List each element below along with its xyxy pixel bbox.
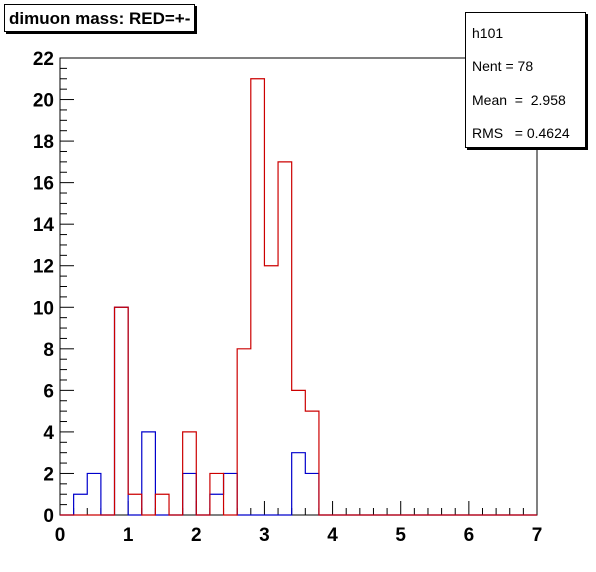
y-tick-label: 22 — [33, 49, 54, 70]
y-tick-label: 10 — [33, 298, 54, 319]
blue-histogram-series — [60, 306, 537, 516]
x-tick-label: 5 — [395, 525, 406, 546]
red-bin — [251, 79, 265, 515]
blue-bin — [74, 494, 88, 515]
stats-box: h101 Nent = 78 Mean = 2.958 RMS = 0.4624 — [465, 12, 586, 148]
red-bin — [264, 266, 278, 515]
x-tick-label: 6 — [464, 525, 475, 546]
y-tick-label: 4 — [43, 423, 54, 444]
x-tick-label: 2 — [191, 525, 202, 546]
red-bin — [237, 349, 251, 515]
blue-bin — [305, 473, 319, 515]
red-bin — [115, 307, 129, 515]
x-tick-label: 0 — [55, 525, 66, 546]
blue-bin — [183, 473, 197, 515]
y-tick-label: 14 — [33, 215, 55, 236]
blue-bin — [224, 473, 238, 515]
y-tick-label: 16 — [33, 174, 54, 195]
red-histogram-series — [60, 78, 537, 516]
y-tick-label: 20 — [33, 91, 54, 112]
chart-title: dimuon mass: RED=+- — [4, 4, 196, 32]
y-tick-label: 18 — [33, 132, 54, 153]
blue-bin — [142, 432, 156, 515]
stats-rms: RMS = 0.4624 — [472, 125, 570, 141]
y-tick-label: 12 — [33, 257, 54, 278]
x-tick-label: 7 — [532, 525, 543, 546]
blue-bin — [292, 453, 306, 515]
y-tick-label: 2 — [43, 464, 54, 485]
blue-bin — [87, 473, 101, 515]
y-tick-label: 6 — [43, 381, 54, 402]
y-tick-label: 8 — [43, 340, 54, 361]
stats-mean: Mean = 2.958 — [472, 92, 566, 108]
x-tick-label: 4 — [327, 525, 338, 546]
x-tick-label: 1 — [123, 525, 134, 546]
stats-name: h101 — [472, 25, 504, 41]
red-bin — [155, 494, 169, 515]
red-bin — [278, 162, 292, 515]
red-bin — [305, 411, 319, 515]
blue-bin — [210, 494, 224, 515]
series-layer — [60, 78, 537, 516]
stats-nent: Nent = 78 — [472, 58, 534, 74]
x-tick-label: 3 — [259, 525, 270, 546]
red-bin — [128, 494, 142, 515]
blue-bin — [115, 307, 129, 515]
y-tick-label: 0 — [43, 506, 54, 527]
